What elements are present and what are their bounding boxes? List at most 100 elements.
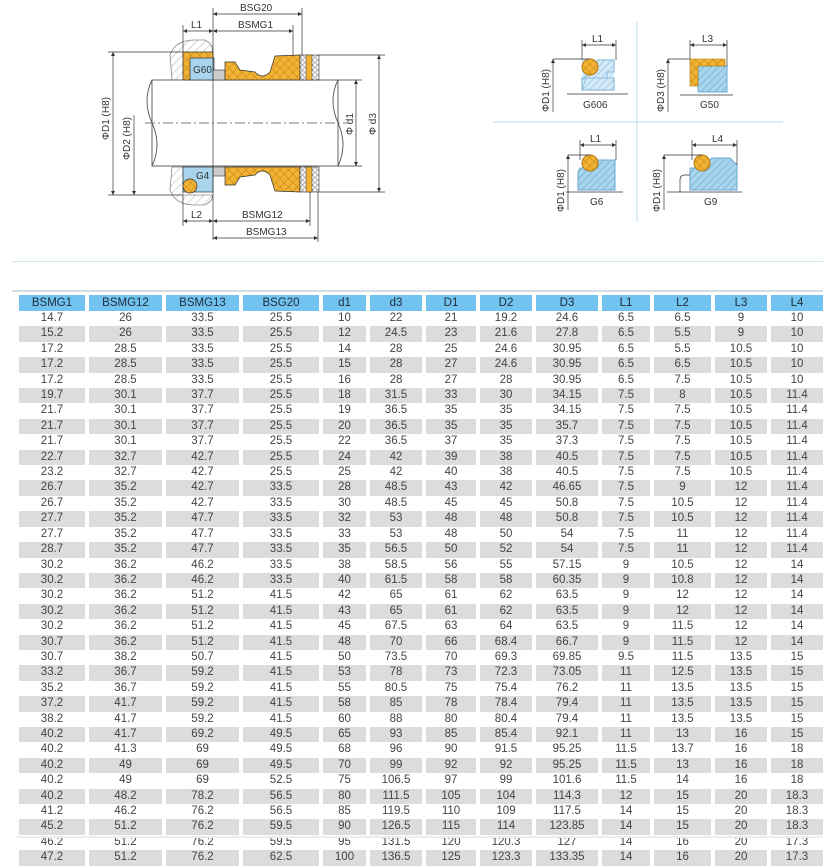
dim-shaft-d1: Φ d1 [345, 113, 356, 135]
cell-bsmg1: 30.2 [40, 558, 64, 571]
cell-d3: 123.85 [536, 819, 598, 835]
cell-d1: 20 [323, 418, 366, 435]
cell-d3: 24.6 [555, 312, 579, 324]
cell-d1: 40 [323, 572, 366, 589]
cell-d3: 31.5 [370, 388, 422, 404]
face-ring-lower [212, 166, 226, 177]
column-header-l3: L3 [715, 295, 767, 311]
table-row: 30.2 36.2 51.2 41.5 42 65 61 62 63.5 9 12 12 14 [19, 588, 823, 603]
cell-bsmg12: 28.5 [114, 342, 137, 355]
cell-d2: 62 [499, 589, 513, 602]
cell-bsg20: 25.5 [243, 357, 319, 373]
cell-bsg20: 25.5 [269, 404, 293, 417]
gland-housing-lower [169, 166, 213, 206]
cell-l3: 12 [715, 603, 767, 620]
cell-bsg20: 49.5 [269, 743, 293, 756]
cell-d1: 25 [338, 466, 351, 479]
cell-bsmg12: 49 [119, 774, 132, 787]
cell-bsmg1: 40.2 [19, 726, 85, 743]
cell-d1: 61 [426, 603, 476, 620]
cell-bsmg1: 21.7 [19, 418, 85, 435]
cell-d1: 24 [323, 449, 366, 466]
cell-l4: 11.4 [786, 527, 808, 540]
cell-bsg20: 41.5 [269, 681, 293, 694]
seat-lower-label: G4 [196, 171, 210, 182]
cell-bsg20: 41.5 [269, 589, 293, 602]
cell-l3: 10.5 [715, 449, 767, 466]
cell-bsmg12: 36.2 [89, 634, 162, 650]
cell-d2: 24.6 [480, 357, 532, 373]
cell-l1: 11 [602, 696, 650, 712]
cell-l2: 12 [676, 589, 689, 602]
cell-l1: 11 [602, 726, 650, 743]
cell-l2: 16 [654, 850, 711, 866]
cell-bsmg13: 76.2 [191, 835, 214, 848]
cell-d3: 99 [370, 757, 422, 774]
cell-d3: 57.15 [552, 558, 582, 571]
cell-d1: 43 [426, 480, 476, 496]
cell-d2: 62 [480, 603, 532, 620]
cell-bsmg1: 17.2 [40, 373, 64, 386]
cell-l4: 15 [790, 681, 804, 694]
variant-g6: L1 ΦD1 (H8) G6 [556, 134, 623, 212]
cell-d1: 65 [323, 726, 366, 743]
face-ring-upper [212, 69, 226, 81]
dimensions-table: BSMG1 BSMG12 BSMG13 BSG20 d1 d3 D1 D2 D3 L1 L2 L3 L4… [15, 295, 823, 866]
cell-bsmg13: 59.2 [191, 681, 214, 694]
cell-d1: 35 [426, 418, 476, 435]
cell-d1: 92 [426, 757, 476, 774]
cell-bsmg13: 76.2 [166, 819, 239, 835]
cell-d3: 127 [557, 835, 577, 848]
cell-d2: 35 [480, 418, 532, 435]
cell-l4: 15 [771, 726, 823, 743]
cell-l2: 15 [676, 805, 689, 817]
cell-d3: 36.5 [384, 435, 408, 448]
table-row: 40.2 48.2 78.2 56.5 80 111.5 105 104 114.3 12 15 20… [19, 788, 823, 804]
cell-d3: 40.5 [555, 466, 579, 479]
cell-bsmg12: 28.5 [114, 373, 137, 386]
cell-l4: 11.4 [771, 418, 823, 435]
cell-bsmg1: 14.7 [40, 312, 64, 324]
variant-g606-label: G606 [583, 100, 608, 111]
cell-d1: 42 [338, 589, 351, 602]
main-seal-drawing: G60 G4 [101, 3, 385, 242]
cell-bsg20: 41.5 [243, 665, 319, 681]
cell-d2: 72.3 [480, 665, 532, 681]
cell-l3: 16 [734, 743, 748, 756]
cell-d1: 70 [444, 650, 458, 663]
variant-g50-dim: L3 [702, 34, 714, 45]
cell-bsmg12: 51.2 [89, 819, 162, 835]
table-row: 38.2 41.7 59.2 41.5 60 88 80 80.4 79.4 11 13.5 13.5… [19, 712, 823, 727]
cell-d3: 56.5 [370, 542, 422, 558]
cell-bsmg1: 40.2 [40, 774, 64, 787]
cell-bsg20: 33.5 [243, 511, 319, 527]
cell-l1: 14 [602, 850, 650, 866]
cell-l2: 13 [654, 726, 711, 743]
cell-l2: 12.5 [654, 665, 711, 681]
cell-bsg20: 41.5 [269, 712, 293, 725]
cell-d2: 21.6 [480, 326, 532, 342]
cell-l3: 9 [715, 326, 767, 342]
cell-d2: 38 [499, 466, 513, 479]
cell-d2: 42 [480, 480, 532, 496]
cell-l1: 7.5 [602, 449, 650, 466]
column-header-d3: D3 [536, 295, 598, 311]
cell-bsmg13: 59.2 [191, 712, 214, 725]
cell-bsmg1: 30.2 [40, 620, 64, 633]
cell-bsmg12: 26 [89, 326, 162, 342]
cell-l4: 11.4 [771, 511, 823, 527]
cell-l2: 11 [654, 542, 711, 558]
table-row: 21.7 30.1 37.7 25.5 19 36.5 35 35 34.15 7.5 7.5 10.… [19, 403, 823, 418]
table-row: 19.7 30.1 37.7 25.5 18 31.5 33 30 34.15 7.5 8 10.5 1… [19, 388, 823, 404]
cell-d3: 48.5 [370, 480, 422, 496]
cell-l1: 11.5 [615, 774, 637, 787]
cell-l2: 7.5 [674, 466, 691, 479]
cell-bsmg1: 40.2 [19, 788, 85, 804]
cell-l4: 11.4 [786, 496, 808, 509]
cell-bsg20: 41.5 [243, 634, 319, 650]
cell-bsmg1: 35.2 [40, 681, 64, 694]
cell-l4: 14 [790, 620, 804, 633]
cell-d3: 119.5 [382, 805, 410, 817]
cell-l4: 17.3 [771, 850, 823, 866]
cell-l3: 12 [715, 511, 767, 527]
